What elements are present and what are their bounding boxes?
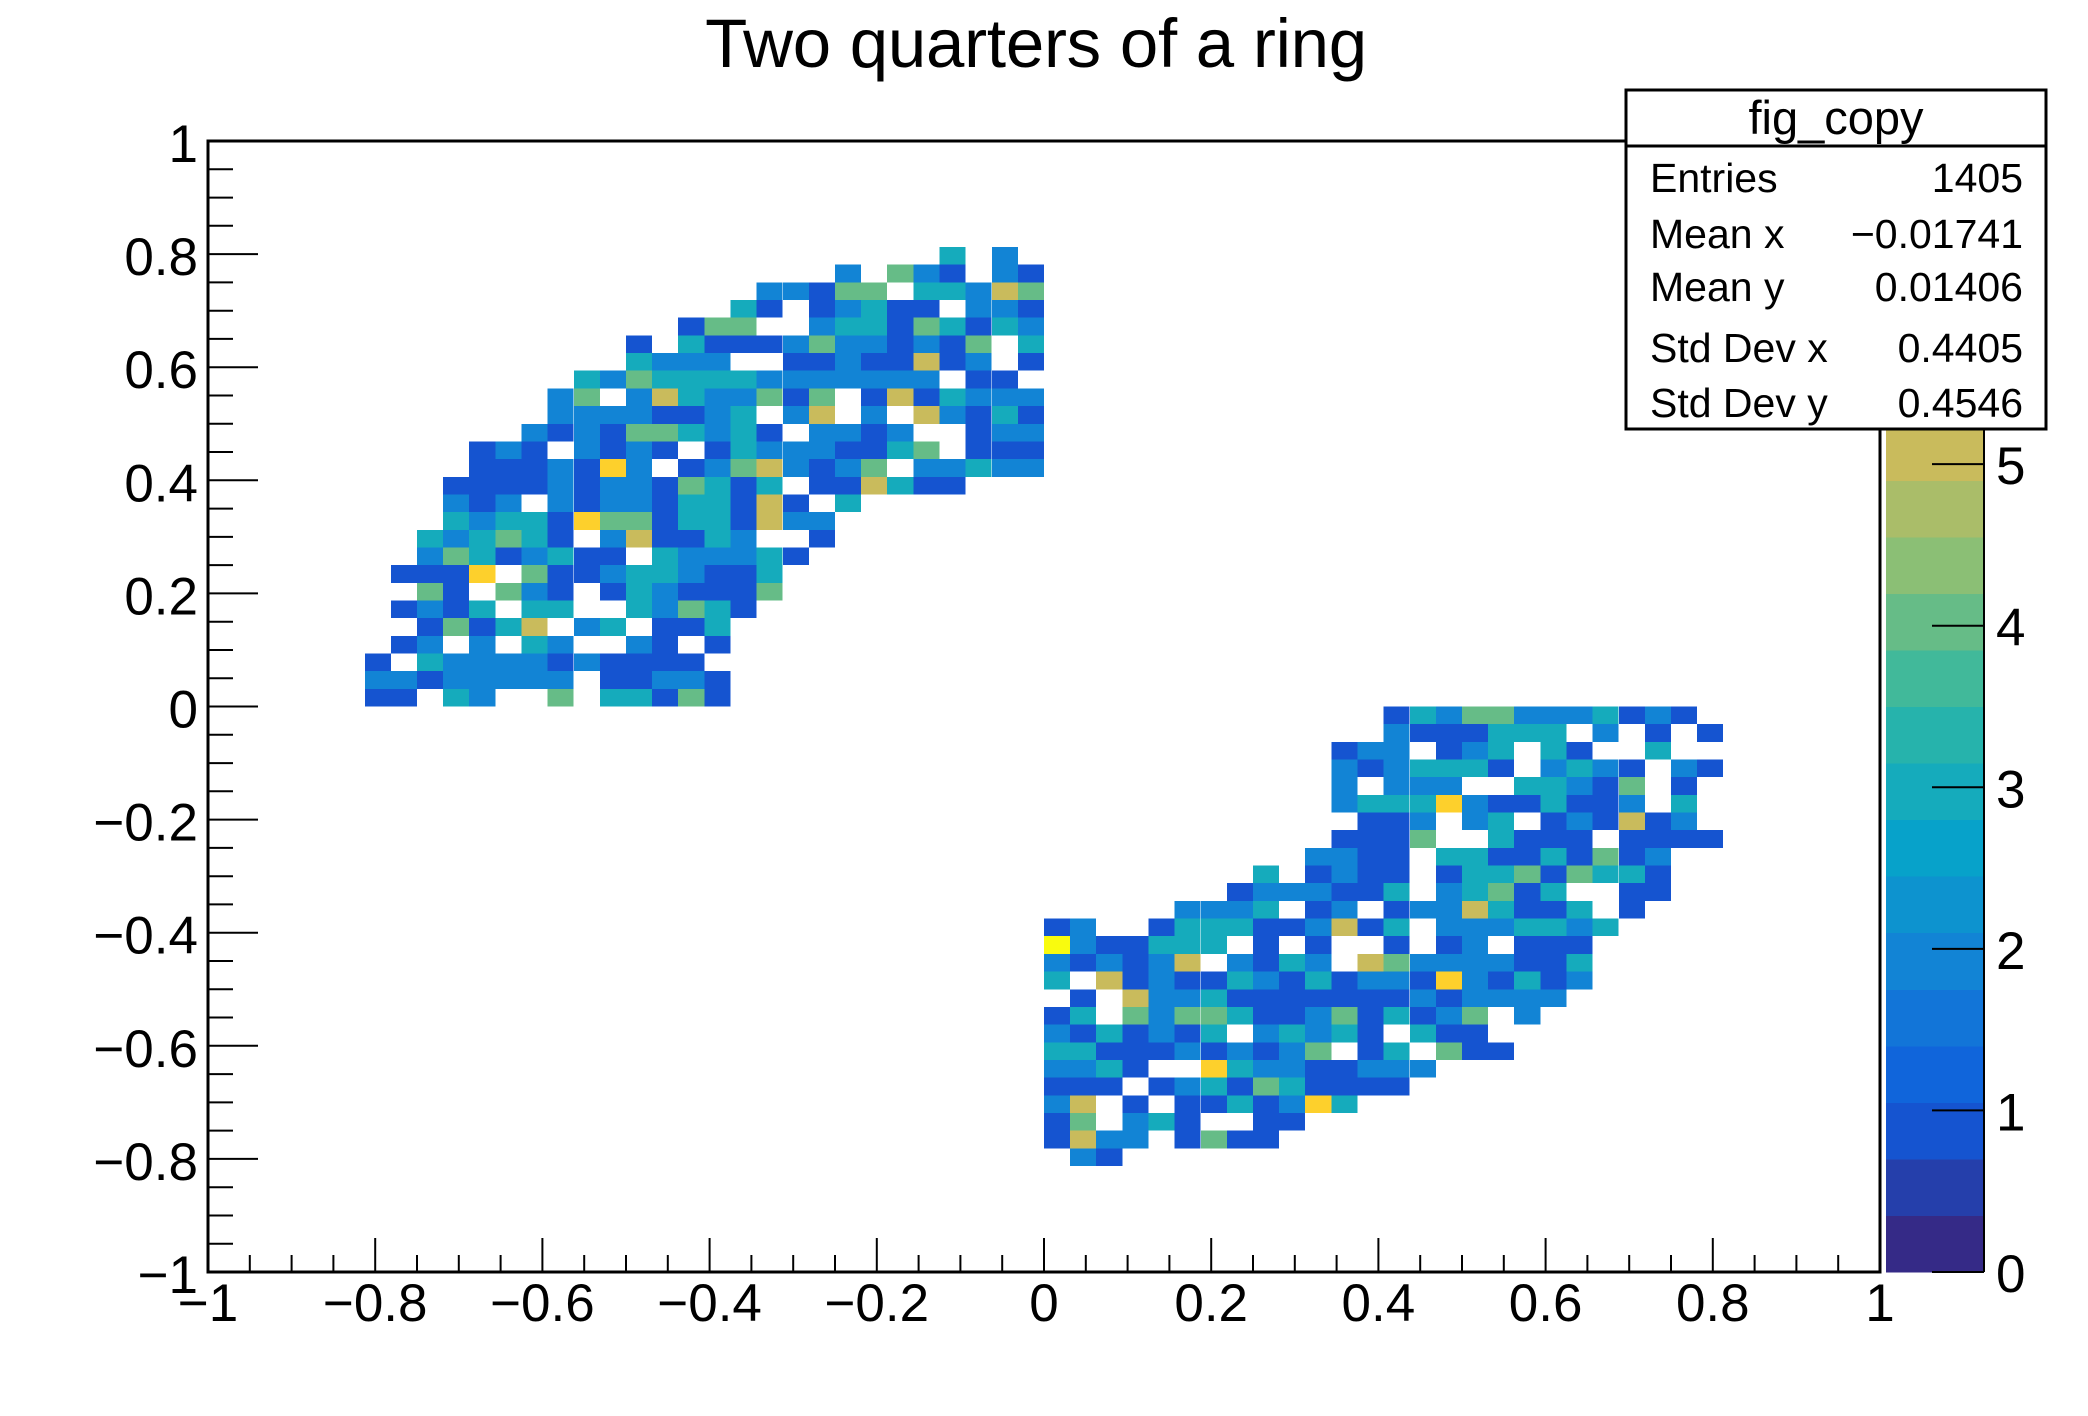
svg-text:−0.4: −0.4 [93, 907, 198, 966]
svg-text:Mean y: Mean y [1650, 264, 1785, 310]
svg-text:1: 1 [169, 115, 198, 174]
svg-text:−0.2: −0.2 [93, 794, 198, 853]
svg-text:0.6: 0.6 [124, 341, 198, 400]
svg-text:0.6: 0.6 [1509, 1274, 1583, 1333]
svg-text:3: 3 [1996, 760, 2025, 819]
svg-text:−0.01741: −0.01741 [1851, 211, 2023, 257]
svg-text:0.01406: 0.01406 [1875, 264, 2023, 310]
svg-text:0.2: 0.2 [1174, 1274, 1248, 1333]
svg-text:Two quarters of a ring: Two quarters of a ring [705, 5, 1367, 82]
svg-text:fig_copy: fig_copy [1748, 91, 1924, 144]
svg-text:−1: −1 [178, 1274, 238, 1333]
svg-text:1: 1 [1996, 1083, 2025, 1142]
svg-text:0.8: 0.8 [124, 228, 198, 287]
svg-text:2: 2 [1996, 922, 2025, 981]
svg-text:0.4: 0.4 [124, 454, 198, 513]
svg-text:Mean x: Mean x [1650, 211, 1785, 257]
svg-text:0: 0 [1996, 1245, 2025, 1304]
svg-text:−0.4: −0.4 [657, 1274, 762, 1333]
svg-text:0.4546: 0.4546 [1898, 380, 2023, 426]
svg-text:Std Dev y: Std Dev y [1650, 380, 1828, 426]
svg-text:−0.6: −0.6 [93, 1020, 198, 1079]
svg-text:−0.6: −0.6 [490, 1274, 595, 1333]
svg-text:Std Dev x: Std Dev x [1650, 325, 1828, 371]
svg-text:−1: −1 [138, 1246, 198, 1305]
svg-text:0.2: 0.2 [124, 567, 198, 626]
svg-text:0.8: 0.8 [1676, 1274, 1750, 1333]
svg-text:0: 0 [169, 681, 198, 740]
svg-text:−0.8: −0.8 [93, 1133, 198, 1192]
svg-text:0.4: 0.4 [1342, 1274, 1416, 1333]
svg-text:−0.8: −0.8 [323, 1274, 428, 1333]
svg-text:−0.2: −0.2 [824, 1274, 929, 1333]
svg-text:5: 5 [1996, 437, 2025, 496]
svg-text:Entries: Entries [1650, 155, 1778, 201]
svg-text:1: 1 [1865, 1274, 1894, 1333]
svg-text:0: 0 [1029, 1274, 1058, 1333]
svg-text:0.4405: 0.4405 [1898, 325, 2023, 371]
svg-text:1405: 1405 [1932, 155, 2023, 201]
svg-text:4: 4 [1996, 599, 2025, 658]
